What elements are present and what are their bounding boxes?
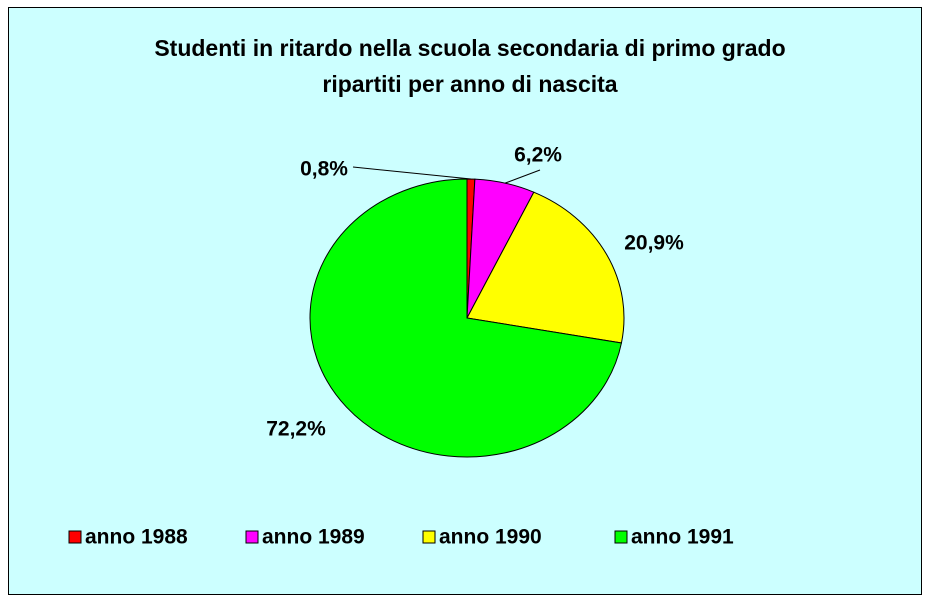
data-label: 72,2% [266, 418, 326, 441]
leader-line [352, 166, 471, 180]
legend-label: anno 1991 [631, 526, 734, 549]
chart-title: Studenti in ritardo nella scuola seconda… [154, 35, 786, 97]
legend-swatch [614, 530, 628, 544]
pie-slice [309, 178, 623, 458]
data-label: 0,8% [300, 158, 348, 181]
legend-label: anno 1989 [262, 526, 365, 549]
legend-swatch [422, 530, 436, 544]
legend-swatch [68, 530, 82, 544]
leader-line [504, 169, 541, 184]
legend-label: anno 1990 [439, 526, 542, 549]
data-label: 6,2% [514, 144, 562, 167]
legend-label: anno 1988 [85, 526, 188, 549]
data-label: 20,9% [624, 232, 684, 255]
pie-slice [466, 191, 625, 344]
legend-swatch [245, 530, 259, 544]
